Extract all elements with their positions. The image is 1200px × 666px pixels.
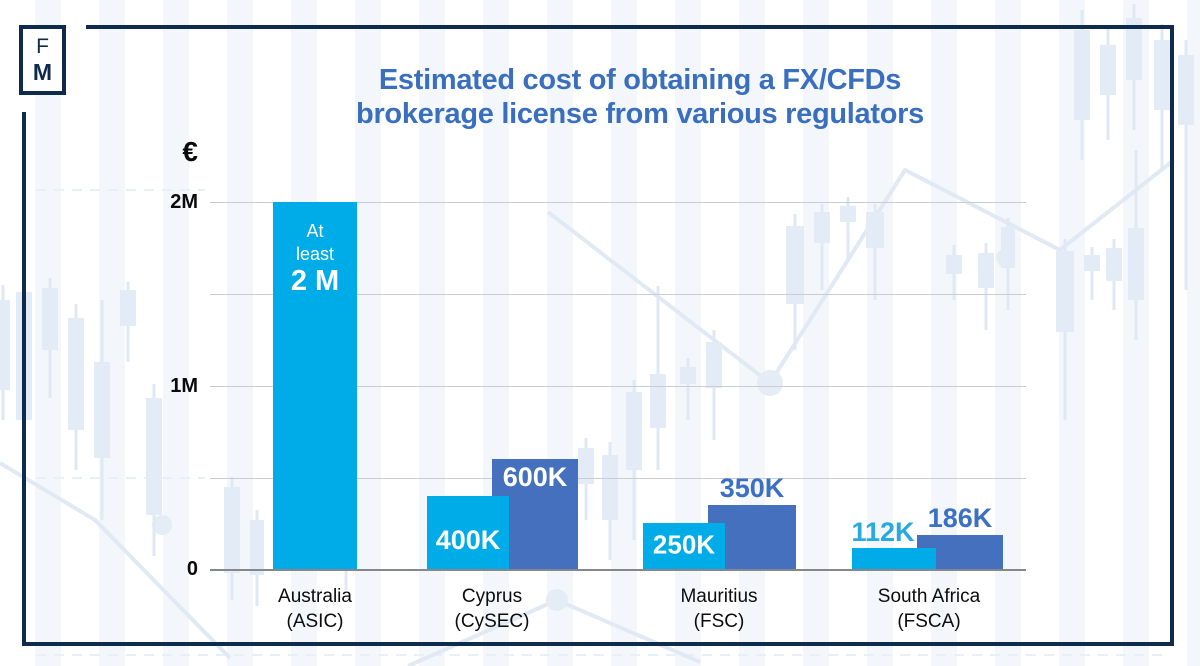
x-label-regulator: (FSCA) bbox=[897, 611, 961, 632]
bar-note-line-2: least bbox=[295, 244, 335, 264]
gridline-2m bbox=[210, 202, 1026, 203]
value-label-cyprus-max: 600K bbox=[502, 462, 568, 492]
x-label-country: Australia bbox=[278, 586, 352, 607]
x-label-country: South Africa bbox=[877, 586, 981, 607]
x-label-regulator: (CySEC) bbox=[454, 611, 530, 632]
y-tick-2m: 2M bbox=[170, 191, 198, 213]
bar-mauritius-min: 250K bbox=[643, 523, 725, 569]
y-tick-0: 0 bbox=[186, 558, 198, 580]
bar-note-line-1: At bbox=[306, 221, 324, 241]
chart-title-line-1: Estimated cost of obtaining a FX/CFDs bbox=[378, 64, 902, 96]
value-label-south-africa-max: 186K bbox=[927, 503, 993, 533]
bar-note-value: 2 M bbox=[290, 265, 340, 297]
value-label-mauritius-max: 350K bbox=[719, 473, 785, 503]
fm-logo: F M bbox=[19, 25, 66, 95]
chart-title: Estimated cost of obtaining a FX/CFDs br… bbox=[290, 63, 990, 131]
gridline-0-5m bbox=[210, 478, 1026, 479]
x-label-cyprus: Cyprus (CySEC) bbox=[407, 584, 577, 634]
bar-south-africa-min: 112K bbox=[851, 517, 936, 569]
x-label-mauritius: Mauritius (FSC) bbox=[634, 584, 804, 634]
x-axis-line bbox=[210, 569, 1026, 571]
x-label-south-africa: South Africa (FSCA) bbox=[844, 584, 1014, 634]
bar-australia-note: At least 2 M bbox=[273, 220, 357, 297]
logo-letter-m: M bbox=[32, 59, 53, 85]
y-tick-1m: 1M bbox=[170, 375, 198, 397]
logo-letter-f: F bbox=[36, 35, 49, 58]
bar-australia-min: At least 2 M bbox=[273, 202, 357, 569]
gridline-1m bbox=[210, 386, 1026, 387]
x-label-country: Mauritius bbox=[680, 586, 758, 607]
bar-south-africa-max: 186K bbox=[917, 503, 1003, 569]
value-label-cyprus-min: 400K bbox=[435, 525, 501, 555]
value-label-mauritius-min: 250K bbox=[652, 529, 716, 560]
gridline-1-5m bbox=[210, 294, 1026, 295]
value-label-south-africa-min: 112K bbox=[851, 517, 915, 547]
x-label-regulator: (FSC) bbox=[693, 611, 745, 632]
bar-cyprus-min: 400K bbox=[427, 496, 509, 569]
x-label-australia: Australia (ASIC) bbox=[230, 584, 400, 634]
currency-symbol: € bbox=[182, 136, 198, 167]
x-label-country: Cyprus bbox=[461, 586, 523, 607]
chart-title-line-2: brokerage license from various regulator… bbox=[356, 98, 924, 130]
x-label-regulator: (ASIC) bbox=[286, 611, 344, 632]
